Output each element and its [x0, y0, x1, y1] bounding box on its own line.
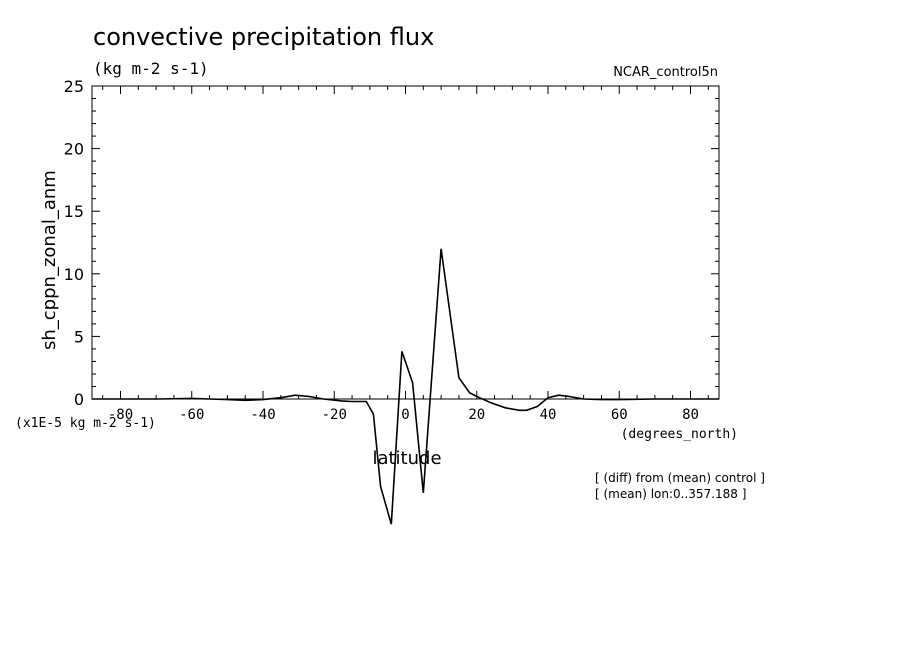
units-label: (kg m-2 s-1): [93, 59, 209, 78]
y-tick-label: 10: [64, 265, 84, 284]
x-tick-label: 40: [540, 407, 557, 423]
axis-ticks: [92, 85, 719, 400]
x-tick-label: 20: [468, 407, 485, 423]
y-tick-labels: 0 5 10 15 20 25: [64, 77, 84, 409]
x-tick-label: -20: [322, 407, 347, 423]
series-line: [92, 248, 719, 525]
y-tick-label: 20: [64, 140, 84, 159]
plot-frame: [91, 85, 720, 400]
y-tick-label: 5: [74, 327, 84, 346]
x-tick-label: -60: [179, 407, 204, 423]
y-tick-label: 25: [64, 77, 84, 96]
y-scale-label: (x1E-5 kg m-2 s-1): [15, 416, 156, 431]
note-mean: [ (mean) lon:0..357.188 ]: [595, 487, 746, 501]
x-tick-label: -80: [108, 407, 133, 423]
y-tick-label: 0: [74, 390, 84, 409]
x-tick-label: 80: [682, 407, 699, 423]
note-diff: [ (diff) from (mean) control ]: [595, 471, 765, 485]
y-tick-label: 15: [64, 202, 84, 221]
x-tick-label: -40: [250, 407, 275, 423]
y-axis-label: sh_cppn_zonal_anm: [39, 170, 60, 350]
x-tick-label: 0: [401, 407, 409, 423]
chart-title: convective precipitation flux: [93, 23, 434, 51]
dataset-label: NCAR_control5n: [613, 65, 718, 80]
series-group: [92, 248, 719, 525]
x-tick-labels: -80 -60 -40 -20 0 20 40 60 80: [108, 407, 699, 423]
x-tick-label: 60: [611, 407, 628, 423]
x-axis-label: latitude: [372, 448, 441, 469]
x-units-label: (degrees_north): [621, 427, 738, 442]
